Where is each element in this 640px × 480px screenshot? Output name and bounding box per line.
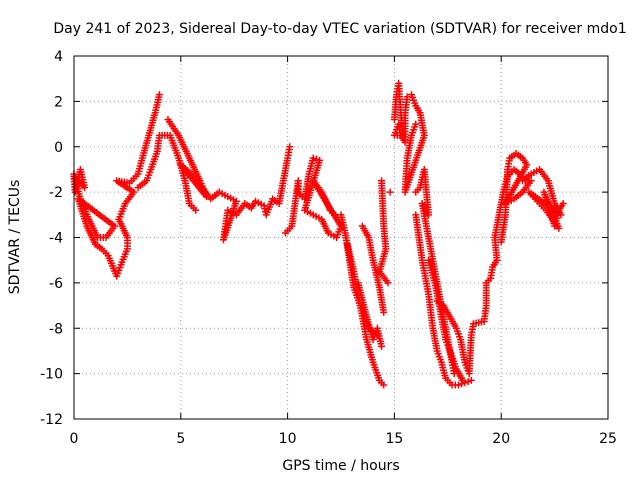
data-point <box>312 155 320 163</box>
y-tick-label: -6 <box>49 276 63 292</box>
x-tick-labels: 0 5 10 15 20 25 <box>70 431 617 447</box>
y-tick-label: 4 <box>54 49 63 65</box>
data-points <box>70 79 567 389</box>
data-point <box>454 381 462 389</box>
y-tick-label: -4 <box>49 231 63 247</box>
data-point <box>380 308 388 316</box>
data-point <box>386 188 394 196</box>
x-tick-label: 0 <box>70 431 79 447</box>
x-tick-label: 5 <box>176 431 185 447</box>
x-tick-label: 10 <box>279 431 297 447</box>
y-tick-label: -10 <box>40 367 63 383</box>
data-point <box>380 381 388 389</box>
data-point <box>192 206 200 214</box>
y-axis-label: SDTVAR / TECUs <box>7 180 23 295</box>
plot-frame <box>73 55 609 420</box>
data-point <box>412 120 420 128</box>
data-point <box>378 342 386 350</box>
data-point <box>384 279 392 287</box>
y-tick-label: 2 <box>54 94 63 110</box>
data-point <box>458 380 466 388</box>
y-tick-label: 0 <box>54 140 63 156</box>
data-point <box>155 91 163 99</box>
chart-title: Day 241 of 2023, Sidereal Day-to-day VTE… <box>53 21 626 37</box>
x-axis-label: GPS time / hours <box>282 458 399 474</box>
data-point <box>461 379 469 387</box>
y-tick-labels: -12 -10 -8 -6 -4 -2 0 2 4 <box>40 49 63 428</box>
x-tick-label: 25 <box>599 431 617 447</box>
data-point <box>559 199 567 207</box>
x-tick-label: 20 <box>492 431 510 447</box>
data-point <box>464 378 472 386</box>
y-tick-label: -12 <box>40 412 63 428</box>
x-tick-label: 15 <box>385 431 403 447</box>
data-point <box>467 376 475 384</box>
y-tick-label: -8 <box>49 321 63 337</box>
data-point <box>309 154 317 162</box>
y-tick-label: -2 <box>49 185 63 201</box>
data-point <box>286 143 294 151</box>
